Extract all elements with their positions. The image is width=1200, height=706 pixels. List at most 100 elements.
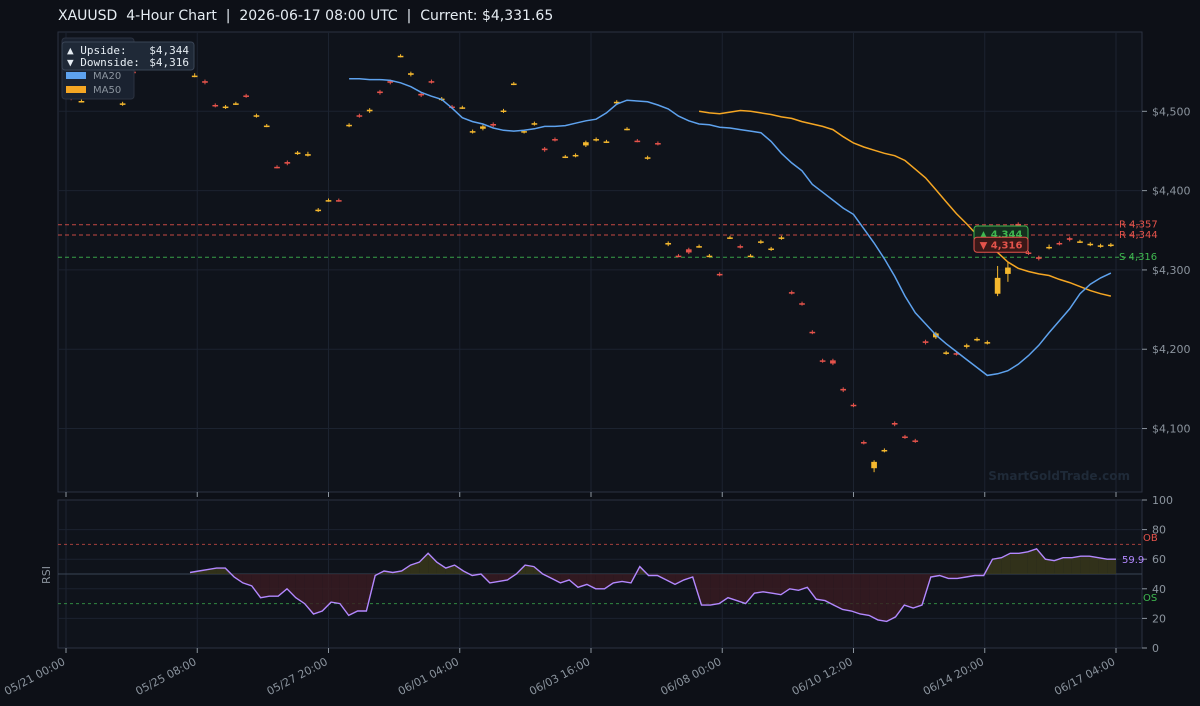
candle-body (459, 107, 466, 109)
rsi-fill-segment (216, 568, 226, 574)
rsi-fill-segment (719, 574, 728, 604)
candle-body (408, 73, 414, 75)
rsi-fill-segment (701, 574, 711, 606)
level-badges: ▲ 4,344▼ 4,316 (973, 225, 1029, 253)
rsi-fill-segment (745, 574, 755, 604)
x-tick-label: 06/01 04:00 (396, 655, 461, 698)
candle-body (1005, 267, 1011, 274)
ma50-legend-swatch (66, 86, 86, 93)
os-label: OS (1143, 593, 1157, 604)
rsi-tick-label: 80 (1152, 524, 1166, 537)
price-grid (58, 32, 1142, 492)
candle-body (541, 148, 548, 151)
candle-body (943, 352, 949, 354)
candle-body (356, 115, 363, 117)
rsi-fill-segment (260, 574, 270, 598)
rsi-fill-segment (869, 574, 878, 620)
rsi-fill-segment (710, 574, 720, 606)
candle-body (613, 101, 620, 104)
rsi-fill-segment (595, 574, 605, 589)
rsi-fill-segment (331, 574, 340, 604)
rsi-fill-segment (287, 574, 296, 598)
candle-body (1035, 257, 1042, 259)
rsi-fill-segment (198, 569, 208, 574)
rsi-fill-segment (269, 574, 279, 597)
candle-body (1066, 238, 1073, 240)
x-tick-label: 06/03 16:00 (527, 655, 592, 698)
rsi-fill-segment (675, 574, 684, 585)
rsi-fill-segment (410, 562, 420, 574)
rsi-tick-label: 60 (1152, 553, 1166, 566)
candle-body (685, 249, 692, 253)
candle-body (1046, 246, 1052, 249)
candle-body (428, 81, 435, 83)
rsi-fill-segment (904, 574, 914, 609)
x-tick-label: 06/08 00:00 (658, 655, 723, 698)
candle-body (737, 246, 744, 248)
candle-body (531, 123, 538, 125)
ma50-line (698, 109, 1112, 297)
ma50-legend-label: MA50 (93, 85, 121, 96)
candle-body (593, 139, 599, 141)
rsi-tick-label: 100 (1152, 494, 1173, 507)
candle-body (881, 449, 888, 452)
rsi-fill-segment (1063, 557, 1072, 574)
rsi-fill-segment (578, 574, 587, 588)
candle-body (480, 126, 486, 129)
candle-body (963, 345, 970, 347)
rsi-fill-segment (1001, 553, 1011, 574)
candle-body (1108, 244, 1114, 247)
rsi-fill-segment (1018, 551, 1028, 574)
candle-body (922, 341, 929, 343)
candle-body (902, 436, 908, 438)
rsi-fill-segment (842, 574, 852, 611)
candle-body (603, 141, 610, 143)
candle-body (562, 156, 569, 159)
candle-body (294, 152, 301, 155)
level-label: R 4,344 (1119, 230, 1158, 241)
downside-label: ▼ Downside: (67, 56, 140, 69)
price-tick-label: $4,400 (1152, 185, 1191, 198)
rsi-fill-segment (789, 574, 799, 591)
candle-body (994, 277, 1001, 294)
candle-body (222, 106, 229, 109)
rsi-fill-segment (348, 574, 358, 616)
candle-body (860, 442, 867, 444)
rsi-fill-segment (736, 574, 746, 604)
rsi-fill-segment (851, 574, 861, 614)
rsi-fill-segment (824, 574, 834, 606)
candle-body (284, 162, 291, 164)
rsi-fill-segment (278, 574, 288, 597)
rsi-fill-segment (551, 574, 561, 583)
price-tick-label: $4,200 (1152, 343, 1191, 356)
rsi-fill-segment (339, 574, 349, 616)
rsi-fill-segment (877, 574, 887, 622)
legend: MA20 MA50 ▲ Upside: $4,344 ▼ Downside: $… (61, 37, 195, 100)
candle-body (665, 242, 672, 245)
level-lines (58, 224, 1142, 258)
candle-body (119, 103, 126, 105)
rsi-fill-segment (604, 574, 614, 589)
rsi-fill-segment (622, 574, 631, 583)
candle-body (891, 423, 898, 425)
rsi-fill-segment (489, 574, 499, 583)
candle-body (624, 128, 630, 131)
rsi-fill-segment (1089, 556, 1099, 574)
rsi-axis: 0 20 40 60 80 100 (1142, 494, 1173, 655)
rsi-fill-segment (833, 574, 843, 610)
candle-body (500, 110, 507, 113)
rsi-fill-segment (754, 574, 764, 594)
candle-body (871, 461, 877, 469)
rsi-fill-segment (666, 574, 676, 585)
rsi-fill-segment (763, 574, 773, 594)
rsi-fill-segment (1054, 557, 1064, 574)
x-tick-label: 05/25 08:00 (133, 655, 198, 698)
candle-body (233, 103, 239, 105)
upside-value: $4,344 (149, 44, 189, 57)
x-tick-label: 06/10 12:00 (790, 655, 855, 698)
level-badge (973, 236, 1029, 253)
rsi-fill-segment (807, 574, 817, 600)
candle-body (984, 342, 991, 344)
